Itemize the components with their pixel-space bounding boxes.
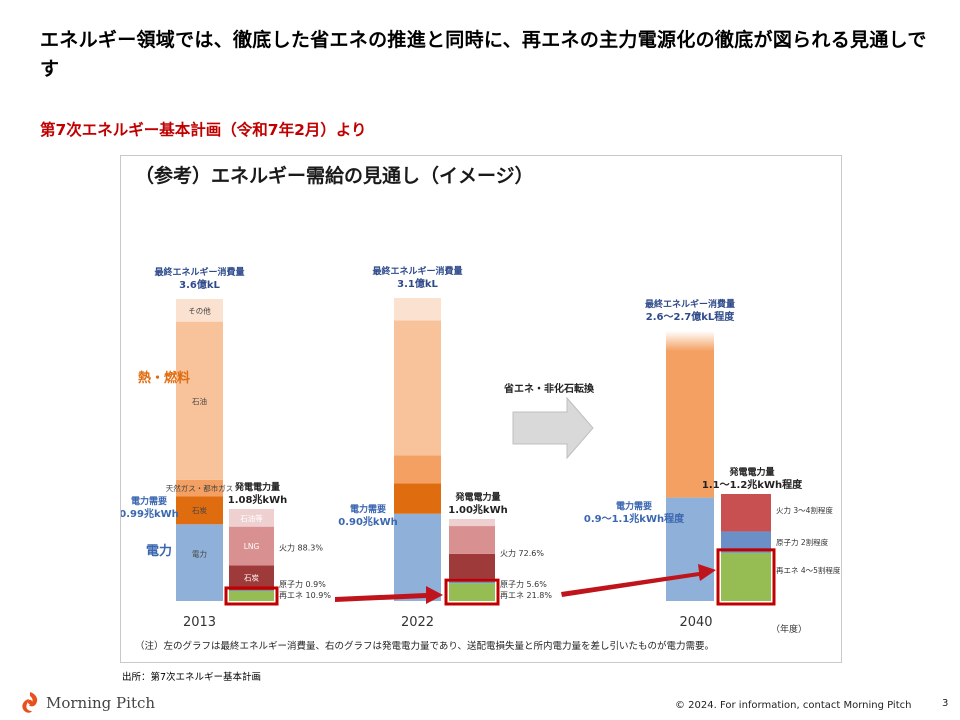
bar-final-2022-その他: [394, 298, 441, 321]
logo-text: Morning Pitch: [46, 694, 156, 712]
gen-label-2040: 発電電力量: [728, 466, 774, 478]
final-value-2040: 2.6～2.7億kL程度: [646, 310, 735, 323]
transition-label: 省エネ・非化石転換: [503, 382, 595, 395]
final-label-2022: 最終エネルギー消費量: [372, 265, 462, 277]
thermal-label-2040: 火力 3～4割程度: [776, 505, 833, 515]
thermal-label-2013: 火力 88.3%: [279, 542, 323, 552]
final-value-2013: 3.6億kL: [179, 278, 220, 291]
group-label-power: 電力: [146, 543, 172, 559]
unit-label: （年度）: [771, 623, 807, 635]
bar-final-2022-天然ガス・都市ガス: [394, 455, 441, 484]
nuclear-label-2013: 原子力 0.9%: [279, 579, 326, 589]
thermal-label-2022: 火力 72.6%: [500, 548, 544, 558]
bar-final-2013-石油: [176, 321, 223, 480]
demand-value-2040: 0.9～1.1兆kWh程度: [584, 512, 685, 525]
source-note: 出所：第7次エネルギー基本計画: [122, 672, 262, 683]
chart-note: （注）左のグラフは最終エネルギー消費量、右のグラフは発電電力量であり、送配電損失…: [135, 640, 714, 652]
energy-outlook-chart: （参考）エネルギー需給の見通し（イメージ）電力石炭天然ガス・都市ガス石油その他最…: [121, 164, 841, 652]
bar-final-2013-石炭: [176, 496, 223, 525]
gen-value-2040: 1.1～1.2兆kWh程度: [702, 478, 803, 491]
chart-title: （参考）エネルギー需給の見通し（イメージ）: [135, 164, 534, 187]
bar-final-2022-石炭: [394, 483, 441, 514]
demand-label-2013: 電力需要: [131, 495, 167, 507]
morning-pitch-logo: Morning Pitch: [20, 690, 155, 716]
bar-gen-2040-火力: [721, 494, 771, 532]
year-2022: 2022: [401, 615, 434, 630]
demand-value-2022: 0.90兆kWh: [338, 515, 397, 528]
gen-seg-label-2013-石炭: 石炭: [244, 574, 259, 583]
bar-gen-2013-石炭: [229, 565, 274, 591]
bar-gen-2040-再エネ: [721, 552, 771, 601]
final-value-2022: 3.1億kL: [397, 277, 438, 290]
gen-seg-label-2013-LNG: LNG: [244, 542, 260, 551]
bar-final-2013-その他: [176, 299, 223, 322]
red-arrow-1: [335, 586, 443, 604]
slide-title: エネルギー領域では、徹底した省エネの推進と同時に、再エネの主力電源化の徹底が図ら…: [40, 29, 927, 80]
seg-label-2013-電力: 電力: [192, 549, 207, 559]
bar-final-2022-電力: [394, 513, 441, 601]
seg-label-2013-天然ガス・都市ガス: 天然ガス・都市ガス: [166, 483, 234, 493]
renewable-highlight-2040: [716, 548, 776, 606]
bar-gen-2022-LNG: [449, 526, 495, 554]
renewable-label-2022: 再エネ 21.8%: [500, 591, 552, 600]
renewable-highlight-2013: [224, 586, 279, 606]
logo-mark-icon: [22, 692, 38, 713]
bar-final-2013-天然ガス・都市ガス: [176, 479, 223, 497]
renewable-highlight-2022: [444, 578, 500, 606]
gen-seg-label-2013-石油等: 石油等: [240, 513, 263, 523]
year-2040: 2040: [679, 615, 712, 630]
bar-gen-2013-LNG: [229, 526, 274, 566]
bar-gen-2022-石炭: [449, 553, 495, 579]
gen-label-2022: 発電電力量: [454, 491, 500, 503]
gen-label-2013: 発電電力量: [234, 481, 280, 493]
bar-gen-2040-原子力: [721, 531, 771, 553]
renewable-label-2013: 再エネ 10.9%: [279, 591, 331, 600]
bar-final-2022-石油: [394, 320, 441, 456]
nuclear-label-2022: 原子力 5.6%: [500, 579, 547, 589]
bar-gen-2013-再エネ: [229, 590, 274, 601]
demand-value-2013: 0.99兆kWh: [121, 507, 179, 520]
renewable-label-2040: 再エネ 4～5割程度: [776, 565, 841, 575]
gen-value-2022: 1.00兆kWh: [448, 503, 507, 516]
final-label-2040: 最終エネルギー消費量: [645, 298, 735, 310]
demand-label-2040: 電力需要: [616, 500, 652, 512]
bar-gen-2022-再エネ: [449, 583, 495, 601]
group-label-heat: 熱・燃料: [138, 370, 190, 386]
nuclear-label-2040: 原子力 2割程度: [776, 537, 829, 547]
bar-final-2013-電力: [176, 524, 223, 601]
demand-label-2022: 電力需要: [350, 503, 386, 515]
bar-gen-2013-石油等: [229, 509, 274, 527]
copyright: © 2024. For information, contact Morning…: [675, 700, 912, 711]
bar-final-2040-電力: [666, 497, 714, 601]
bar-gen-2022-石油等: [449, 519, 495, 527]
seg-label-2013-その他: その他: [188, 305, 211, 315]
page-number: 3: [942, 698, 949, 709]
gen-value-2013: 1.08兆kWh: [228, 493, 287, 506]
bar-final-2040-熱・燃料: [666, 331, 714, 498]
transition-arrow: [512, 396, 594, 460]
energy-outlook-figure: （参考）エネルギー需給の見通し（イメージ） 電力 石炭 天然ガス・都市ガス 石油 その他最…: [120, 155, 842, 663]
seg-label-2013-石油: 石油: [192, 396, 207, 406]
year-2013: 2013: [183, 615, 216, 630]
red-arrow-2: [561, 564, 716, 597]
slide-subtitle: 第7次エネルギー基本計画（令和7年2月）より: [40, 121, 367, 139]
bar-gen-2013-原子力: [229, 590, 274, 591]
final-label-2013: 最終エネルギー消費量: [154, 266, 244, 278]
seg-label-2013-石炭: 石炭: [192, 506, 207, 515]
